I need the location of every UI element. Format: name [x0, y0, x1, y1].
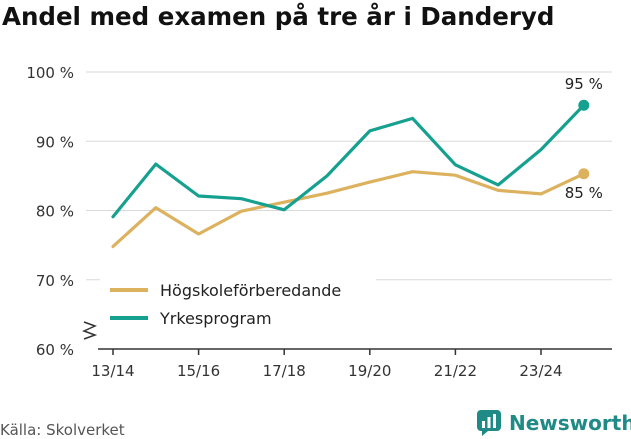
legend-label-hogskole: Högskoleförberedande [160, 281, 341, 300]
brand-logo: Newsworthy [476, 409, 631, 437]
end-point-hogskole [578, 168, 590, 180]
x-tick-label: 13/14 [91, 362, 134, 380]
gridlines [86, 71, 612, 281]
chart-title: Andel med examen på tre år i Danderyd [2, 2, 555, 31]
newsworthy-logo-icon [477, 410, 501, 436]
end-label-yrkes: 95 % [565, 75, 603, 93]
series-line-yrkes [111, 103, 586, 219]
x-tick-label: 23/24 [519, 362, 562, 380]
source-note: Källa: Skolverket [0, 421, 125, 439]
y-tick-label: 70 % [36, 272, 74, 290]
x-tick-label: 21/22 [434, 362, 477, 380]
x-tick-label: 17/18 [263, 362, 306, 380]
y-tick-label: 80 % [36, 203, 74, 221]
x-tick-label: 19/20 [348, 362, 391, 380]
y-axis: 60 % 70 % 80 % 90 % 100 % [26, 64, 74, 359]
legend-label-yrkes: Yrkesprogram [159, 309, 272, 328]
line-chart: 13/14 15/16 17/18 19/20 21/22 23/24 60 % 70 % 8… [26, 64, 612, 380]
series-line-hogskole [111, 170, 586, 249]
series: 85 % 95 % [111, 75, 603, 249]
y-tick-label: 90 % [36, 133, 74, 151]
x-tick-label: 15/16 [177, 362, 220, 380]
legend: Högskoleförberedande Yrkesprogram [100, 272, 376, 338]
x-axis: 13/14 15/16 17/18 19/20 21/22 23/24 [82, 321, 612, 380]
y-tick-label: 60 % [36, 341, 74, 359]
legend-background [100, 272, 376, 338]
axis-break-icon [82, 321, 98, 340]
y-tick-label: 100 % [26, 64, 74, 82]
brand-name: Newsworthy [509, 411, 631, 435]
end-point-yrkes [578, 99, 590, 111]
end-label-hogskole: 85 % [565, 184, 603, 202]
